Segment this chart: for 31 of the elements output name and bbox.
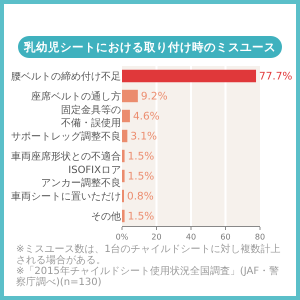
y-tick-label: 固定金具等の不備・誤使用 [61, 104, 121, 129]
data-label: 1.5% [128, 210, 154, 222]
bar [122, 130, 128, 142]
y-tick-label: その他 [91, 210, 121, 222]
bar [122, 70, 256, 82]
data-label: 77.7% [259, 70, 292, 82]
data-label: 9.2% [140, 90, 168, 102]
x-tick-label: 40 [186, 232, 196, 242]
data-label: 1.5% [128, 170, 154, 182]
bar [122, 210, 125, 222]
y-tick-label: 車両座席形状との不適合 [11, 150, 121, 162]
y-tick-label: 車両シートに置いただけ [11, 190, 121, 202]
x-tick-label: 60 [220, 232, 231, 242]
y-tick-label: 腰ベルトの締め付け不足 [11, 70, 121, 82]
text: ※ミスユース数は、1台のチャイルドシートに対し複数計上される場合がある。 [16, 244, 282, 266]
x-tick-label: 20 [151, 232, 162, 242]
chart-title: 乳幼児シートにおける取り付け時のミスユース [18, 36, 282, 58]
y-tick-label: サポートレッグ調整不良 [11, 130, 121, 142]
bar [122, 90, 138, 102]
y-tick-label: ISOFIXロアアンカー調整不良 [41, 165, 121, 189]
bar [122, 170, 125, 182]
bar [122, 150, 125, 162]
x-tick-label: 80 [254, 232, 266, 242]
x-tick-label: 0% [116, 232, 129, 242]
data-label: 1.5% [128, 150, 154, 162]
data-label: 3.1% [130, 130, 158, 142]
data-label: 4.6% [132, 110, 160, 122]
data-label: 0.8% [127, 190, 154, 202]
bar [122, 110, 130, 122]
text: ※「2015年チャイルドシート使用状況全国調査」(JAF・警察庁調べ)(n=130) [16, 266, 280, 288]
y-tick-label: 座席ベルトの通し方 [31, 90, 121, 102]
